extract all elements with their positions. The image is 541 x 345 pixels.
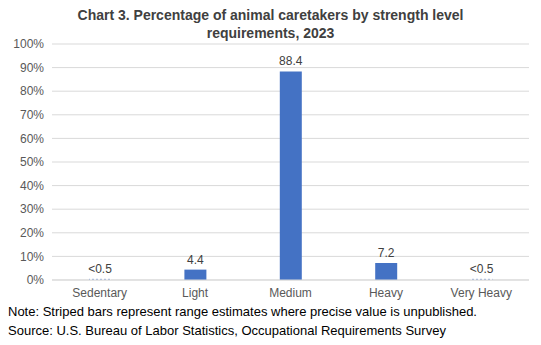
svg-text:70%: 70% <box>20 108 44 122</box>
svg-text:Light: Light <box>182 286 209 300</box>
svg-text:10%: 10% <box>20 250 44 264</box>
svg-text:0%: 0% <box>27 273 45 287</box>
svg-text:30%: 30% <box>20 202 44 216</box>
svg-text:50%: 50% <box>20 155 44 169</box>
svg-text:60%: 60% <box>20 132 44 146</box>
svg-text:7.2: 7.2 <box>378 246 395 260</box>
svg-text:20%: 20% <box>20 226 44 240</box>
svg-text:80%: 80% <box>20 84 44 98</box>
html-text:Note: Striped bars represent r: Note: Striped bars represent range estim… <box>8 304 477 319</box>
svg-text:<0.5: <0.5 <box>88 262 112 276</box>
svg-text:Medium: Medium <box>269 286 312 300</box>
svg-text:Very Heavy: Very Heavy <box>451 286 512 300</box>
svg-text:90%: 90% <box>20 61 44 75</box>
svg-text:100%: 100% <box>13 37 44 51</box>
html-text:Chart 3. Percentage of animal: Chart 3. Percentage of animal caretakers… <box>77 7 464 41</box>
html-text:Source: U.S. Bureau of Labor S: Source: U.S. Bureau of Labor Statistics,… <box>8 323 446 338</box>
svg-text:Sedentary: Sedentary <box>72 286 127 300</box>
svg-text:Heavy: Heavy <box>369 286 403 300</box>
svg-text:88.4: 88.4 <box>279 54 303 68</box>
svg-text:<0.5: <0.5 <box>470 262 494 276</box>
svg-text:40%: 40% <box>20 179 44 193</box>
svg-text:4.4: 4.4 <box>187 253 204 267</box>
